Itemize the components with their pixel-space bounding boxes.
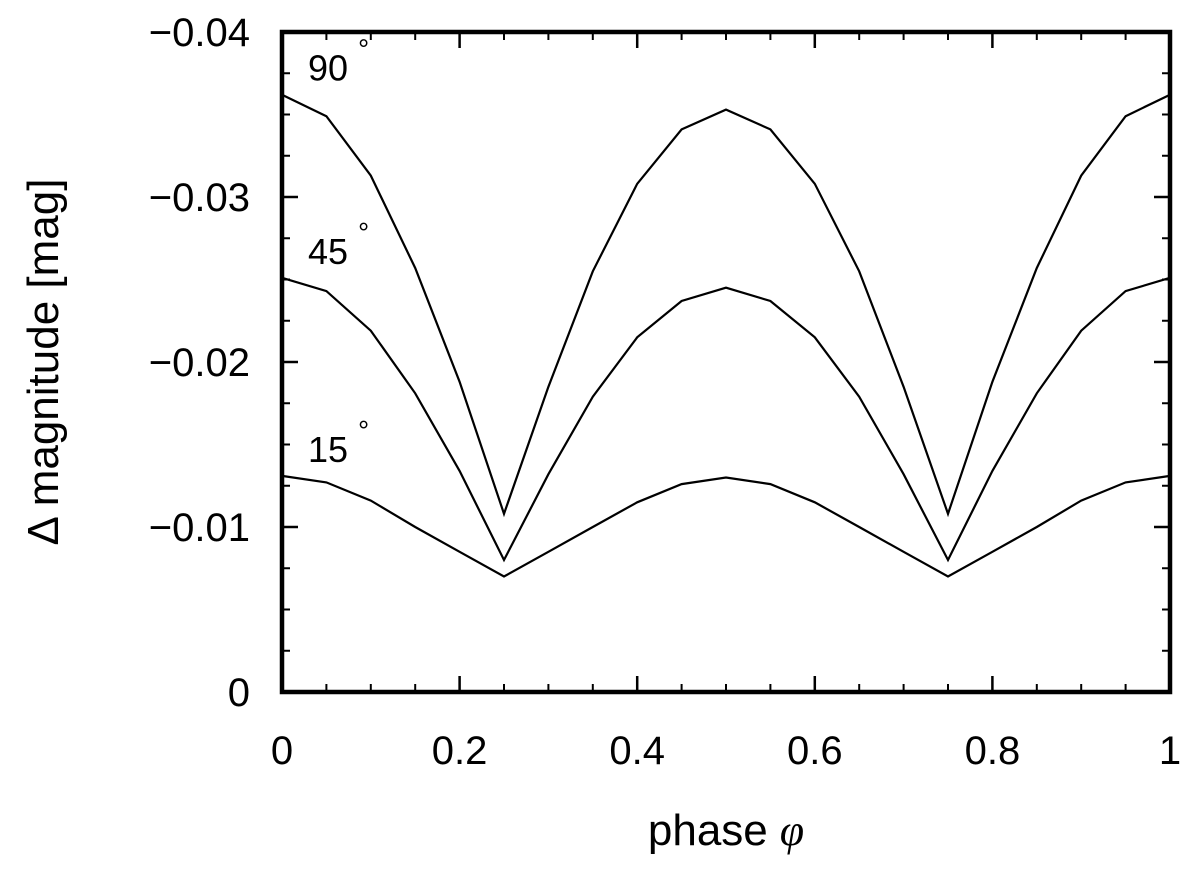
series-line-15 <box>281 474 1171 578</box>
x-tick-labels: 0 0.2 0.4 0.6 0.8 1 <box>271 729 1181 773</box>
plot-frame <box>279 29 1173 695</box>
series-labels: 90 ° 45 ° 15 ° <box>308 34 369 470</box>
x-tick-label: 0.8 <box>965 729 1021 773</box>
series-label-degree: ° <box>358 415 369 446</box>
series-line-90 <box>281 93 1171 518</box>
series-line-45 <box>281 276 1171 563</box>
x-tick-label: 0.6 <box>787 729 843 773</box>
x-axis-title: phase φ <box>648 806 804 855</box>
x-axis-title-symbol: φ <box>780 806 804 855</box>
series-label-degree: ° <box>358 34 369 65</box>
x-tick-label: 0.4 <box>609 729 665 773</box>
y-tick-label: 0 <box>228 671 250 715</box>
series-label-90: 90 <box>308 48 348 89</box>
series-lines <box>281 93 1171 578</box>
y-tick-labels: 0 −0.01 −0.02 −0.03 −0.04 <box>149 11 250 715</box>
axis-ticks <box>280 30 1172 694</box>
series-label-15: 15 <box>308 429 348 470</box>
y-tick-label: −0.01 <box>149 506 250 550</box>
y-tick-label: −0.04 <box>149 11 250 55</box>
x-tick-label: 0.2 <box>432 729 488 773</box>
y-tick-label: −0.02 <box>149 341 250 385</box>
x-tick-label: 0 <box>271 729 293 773</box>
x-tick-label: 1 <box>1159 729 1181 773</box>
series-label-degree: ° <box>358 217 369 248</box>
x-axis-title-text: phase <box>648 806 768 855</box>
series-label-45: 45 <box>308 231 348 272</box>
y-tick-label: −0.03 <box>149 176 250 220</box>
y-axis-title: Δ magnitude [mag] <box>19 179 68 546</box>
